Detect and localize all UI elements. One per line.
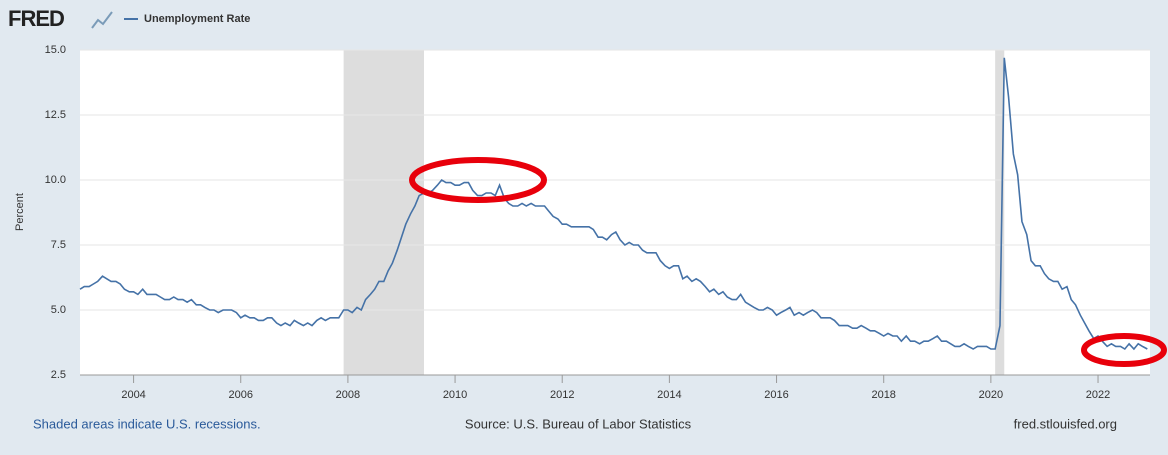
x-tick-label: 2004 [121, 389, 145, 401]
x-tick-label: 2022 [1086, 389, 1110, 401]
x-tick-label: 2014 [657, 389, 681, 401]
x-tick-label: 2016 [764, 389, 788, 401]
y-tick-label: 15.0 [45, 44, 66, 56]
y-tick-label: 10.0 [45, 174, 66, 186]
y-tick-label: 5.0 [51, 304, 66, 316]
x-tick-label: 2018 [871, 389, 895, 401]
y-tick-label: 7.5 [51, 239, 66, 251]
plot: 2.5 5.0 12.5 7.5 10.0 15.0 2004 2006 2008 2010 201… [45, 44, 1150, 401]
y-tick-label: 12.5 [45, 109, 66, 121]
x-tick-label: 2010 [443, 389, 467, 401]
x-tick-label: 2012 [550, 389, 574, 401]
x-tick-label: 2008 [336, 389, 360, 401]
legend-label: Unemployment Rate [144, 13, 250, 25]
annotation-circle [1081, 333, 1167, 367]
logo-icon [91, 11, 113, 29]
plot-area [80, 50, 1150, 375]
logo: FRED [8, 6, 64, 31]
source: Source: U.S. Bureau of Labor Statistics [465, 416, 692, 431]
recession-note: Shaded areas indicate U.S. recessions. [33, 416, 261, 431]
series-line [79, 57, 1148, 351]
x-tick-label: 2006 [228, 389, 252, 401]
y-axis-label: Percent [14, 193, 26, 231]
y-tick-label: 2.5 [51, 369, 66, 381]
site: fred.stlouisfed.org [1014, 416, 1117, 431]
annotation-circle [409, 157, 547, 203]
x-tick-label: 2020 [979, 389, 1003, 401]
recession-band [995, 50, 1005, 375]
